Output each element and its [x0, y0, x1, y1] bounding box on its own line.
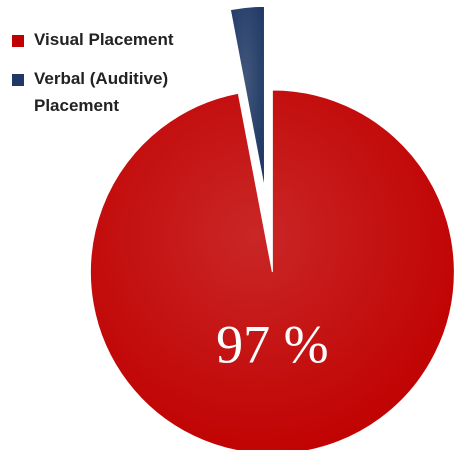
legend-label: Visual Placement — [34, 30, 174, 49]
legend-item: Verbal (Auditive) Placement — [12, 65, 202, 119]
data-label: 97 % — [216, 314, 328, 374]
legend-swatch — [12, 74, 24, 86]
legend-swatch — [12, 35, 24, 47]
legend: Visual Placement Verbal (Auditive) Placem… — [12, 26, 202, 131]
pie-slice — [229, 5, 265, 189]
legend-item: Visual Placement — [12, 26, 202, 53]
legend-label: Verbal (Auditive) Placement — [34, 69, 169, 115]
pie-slice — [89, 89, 455, 450]
